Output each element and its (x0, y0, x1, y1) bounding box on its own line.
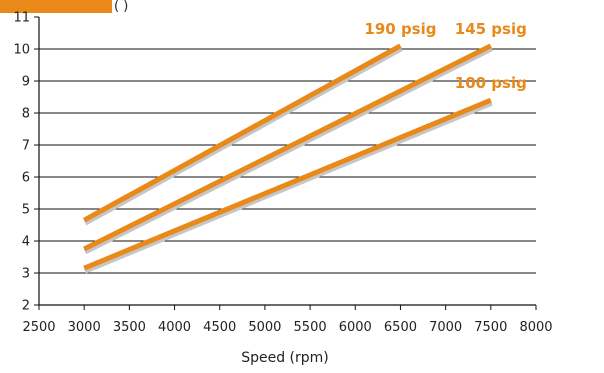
y-axis-label-fragment: ( ) (114, 0, 128, 14)
series-shadow-190-psig (83, 46, 403, 226)
series-label-145-psig: 145 psig (455, 20, 527, 38)
axes (34, 16, 537, 310)
y-tick-label-9: 9 (22, 75, 30, 90)
x-tick-label-4500: 4500 (203, 320, 236, 335)
x-tick-label-6500: 6500 (384, 320, 417, 335)
x-tick-label-6000: 6000 (339, 320, 372, 335)
y-tick-label-10: 10 (13, 43, 30, 58)
series-labels: 190 psig 145 psig 100 psig (364, 20, 526, 92)
y-tick-label-3: 3 (22, 267, 30, 282)
y-tick-label-2: 2 (22, 299, 30, 314)
y-tick-label-5: 5 (22, 203, 30, 218)
series-line-100-psig (83, 97, 492, 271)
y-tick-label-11: 11 (13, 11, 30, 26)
x-tick-label-8000: 8000 (519, 320, 552, 335)
series-lines (82, 43, 493, 274)
y-tick-label-7: 7 (22, 139, 30, 154)
x-tick-label-2500: 2500 (22, 320, 55, 335)
series-label-100-psig: 100 psig (455, 74, 527, 92)
series-label-190-psig: 190 psig (364, 20, 436, 38)
x-tick-label-5000: 5000 (248, 320, 281, 335)
x-axis-title: Speed (rpm) (241, 350, 329, 366)
x-tick-label-3000: 3000 (68, 320, 101, 335)
y-tick-labels: 2 3 4 5 6 7 8 9 10 11 (13, 11, 30, 314)
y-tick-label-6: 6 (22, 171, 30, 186)
y-tick-label-4: 4 (22, 235, 30, 250)
series-shadow-100-psig (84, 100, 493, 274)
y-tick-label-8: 8 (22, 107, 30, 122)
x-tick-label-7000: 7000 (429, 320, 462, 335)
x-tick-label-5500: 5500 (294, 320, 327, 335)
series-line-190-psig (82, 43, 402, 223)
header-color-bar (0, 0, 112, 13)
x-tick-label-3500: 3500 (113, 320, 146, 335)
x-tick-labels: 2500 3000 3500 4000 4500 5000 5500 6000 6500 7000… (22, 320, 552, 335)
series-line-145-psig (83, 43, 492, 252)
series-shadow-145-psig (84, 46, 493, 255)
x-tick-label-4000: 4000 (158, 320, 191, 335)
x-tick-label-7500: 7500 (474, 320, 507, 335)
